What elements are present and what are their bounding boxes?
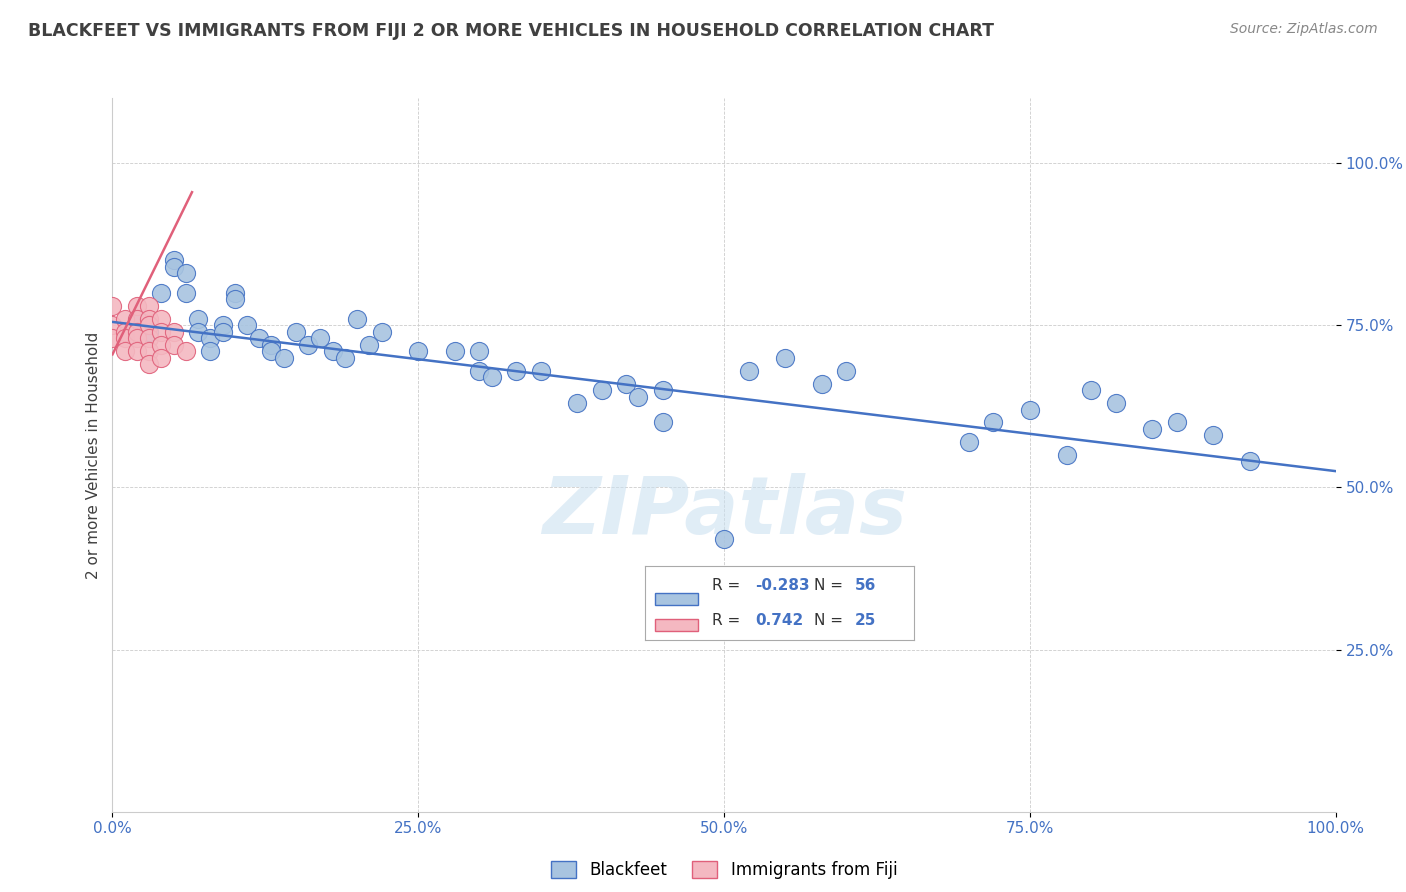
- Point: [236, 318, 259, 333]
- Point: [505, 363, 527, 377]
- Point: [981, 416, 1004, 430]
- Point: [567, 396, 589, 410]
- Point: [224, 285, 246, 300]
- Point: [125, 344, 148, 359]
- Point: [284, 325, 308, 339]
- Point: [737, 363, 759, 377]
- Point: [1056, 448, 1078, 462]
- Legend: Blackfeet, Immigrants from Fiji: Blackfeet, Immigrants from Fiji: [544, 854, 904, 886]
- Point: [247, 331, 270, 345]
- Point: [359, 337, 381, 351]
- Point: [101, 331, 124, 345]
- Point: [138, 325, 160, 339]
- Point: [138, 311, 160, 326]
- Point: [211, 318, 233, 333]
- Text: 56: 56: [855, 578, 876, 593]
- Point: [481, 370, 503, 384]
- Point: [187, 311, 209, 326]
- Text: N =: N =: [814, 578, 848, 593]
- Point: [1018, 402, 1040, 417]
- Point: [114, 344, 136, 359]
- Point: [273, 351, 295, 365]
- Point: [1104, 396, 1126, 410]
- Point: [1080, 383, 1102, 397]
- Point: [1166, 416, 1188, 430]
- Text: R =: R =: [711, 613, 745, 628]
- Text: 0.742: 0.742: [755, 613, 803, 628]
- Point: [468, 344, 491, 359]
- Point: [150, 337, 173, 351]
- Point: [627, 390, 650, 404]
- Point: [1239, 454, 1261, 468]
- Point: [211, 325, 233, 339]
- Point: [150, 311, 173, 326]
- Bar: [655, 593, 699, 606]
- Point: [150, 285, 173, 300]
- Point: [322, 344, 344, 359]
- Text: 25: 25: [855, 613, 876, 628]
- Point: [346, 311, 368, 326]
- Point: [529, 363, 551, 377]
- Point: [408, 344, 430, 359]
- Point: [163, 253, 186, 268]
- Point: [775, 351, 797, 365]
- Point: [114, 311, 136, 326]
- Point: [652, 383, 675, 397]
- Point: [200, 344, 222, 359]
- Point: [1202, 428, 1225, 442]
- Point: [101, 299, 124, 313]
- Point: [138, 331, 160, 345]
- Text: -0.283: -0.283: [755, 578, 810, 593]
- Point: [163, 337, 186, 351]
- Point: [114, 331, 136, 345]
- Point: [163, 325, 186, 339]
- Point: [224, 292, 246, 306]
- Point: [835, 363, 858, 377]
- Point: [101, 318, 124, 333]
- Y-axis label: 2 or more Vehicles in Household: 2 or more Vehicles in Household: [86, 331, 101, 579]
- Point: [125, 311, 148, 326]
- Point: [138, 357, 160, 371]
- Text: BLACKFEET VS IMMIGRANTS FROM FIJI 2 OR MORE VEHICLES IN HOUSEHOLD CORRELATION CH: BLACKFEET VS IMMIGRANTS FROM FIJI 2 OR M…: [28, 22, 994, 40]
- Point: [713, 533, 735, 547]
- Point: [957, 434, 980, 449]
- Point: [444, 344, 467, 359]
- Bar: [655, 619, 699, 632]
- Point: [370, 325, 392, 339]
- Point: [125, 331, 148, 345]
- Point: [125, 299, 148, 313]
- Point: [811, 376, 834, 391]
- Point: [174, 285, 197, 300]
- Point: [1142, 422, 1164, 436]
- Point: [150, 325, 173, 339]
- Point: [200, 331, 222, 345]
- Point: [138, 318, 160, 333]
- Point: [591, 383, 613, 397]
- Point: [174, 344, 197, 359]
- Text: N =: N =: [814, 613, 848, 628]
- Point: [114, 325, 136, 339]
- Point: [309, 331, 332, 345]
- Point: [125, 311, 148, 326]
- Point: [260, 337, 283, 351]
- Point: [138, 299, 160, 313]
- Point: [138, 344, 160, 359]
- Point: [333, 351, 356, 365]
- Text: ZIPatlas: ZIPatlas: [541, 473, 907, 551]
- Point: [174, 266, 197, 280]
- Point: [468, 363, 491, 377]
- Point: [187, 325, 209, 339]
- Point: [260, 344, 283, 359]
- Point: [614, 376, 637, 391]
- Point: [125, 325, 148, 339]
- Point: [150, 351, 173, 365]
- Text: R =: R =: [711, 578, 745, 593]
- Point: [652, 416, 675, 430]
- Text: Source: ZipAtlas.com: Source: ZipAtlas.com: [1230, 22, 1378, 37]
- Point: [163, 260, 186, 274]
- Point: [297, 337, 319, 351]
